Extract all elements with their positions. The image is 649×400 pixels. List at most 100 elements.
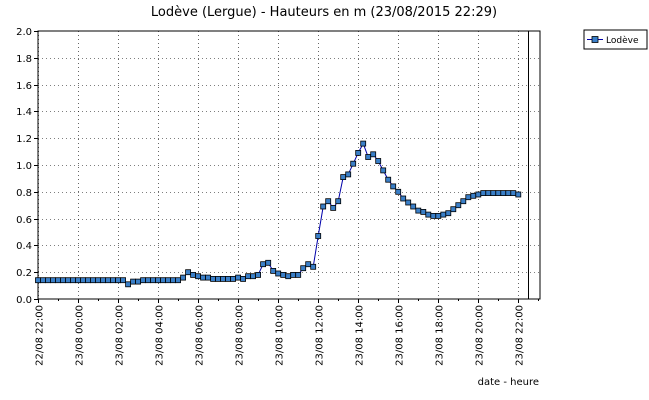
data-point: [245, 273, 252, 280]
legend-label-lodeve: Lodève: [606, 35, 639, 46]
data-point: [490, 190, 497, 197]
data-point: [220, 275, 227, 282]
data-point: [115, 277, 121, 284]
data-point: [395, 188, 402, 195]
data-point: [135, 278, 142, 285]
x-tick-label: 23/08 10:00: [275, 305, 286, 366]
data-point: [480, 190, 487, 197]
data-point: [290, 271, 297, 278]
data-point: [150, 277, 157, 284]
data-point: [85, 277, 91, 284]
y-tick-label: 1.6: [16, 81, 32, 92]
data-point: [100, 277, 106, 284]
x-tick-label: 23/08 14:00: [355, 305, 366, 366]
data-point: [445, 210, 452, 217]
data-point: [460, 198, 467, 205]
data-point: [160, 277, 167, 284]
series-lodeve: [35, 140, 522, 288]
y-tick-label: 0.6: [16, 215, 32, 226]
x-tick-label: 23/08 20:00: [475, 305, 486, 366]
data-point: [315, 233, 322, 239]
data-point: [50, 277, 56, 284]
data-point: [70, 277, 76, 284]
data-point: [495, 190, 502, 197]
data-point: [140, 277, 147, 284]
data-point: [205, 274, 212, 281]
data-point: [425, 211, 432, 218]
data-point: [145, 277, 152, 284]
data-point: [350, 160, 357, 167]
data-point: [415, 207, 422, 214]
y-tick-label: 0.8: [16, 188, 32, 199]
data-point: [180, 274, 187, 281]
data-point: [235, 274, 242, 281]
data-point: [430, 212, 437, 219]
data-point: [35, 277, 41, 284]
y-tick-label: 1.0: [16, 161, 32, 172]
x-tick-label: 23/08 02:00: [115, 305, 126, 366]
data-point: [505, 190, 512, 197]
data-point: [435, 212, 442, 219]
legend-marker: [591, 36, 599, 43]
data-point: [275, 270, 282, 277]
data-point: [295, 271, 302, 278]
y-tick-label: 0.4: [16, 241, 32, 252]
legend: Lodève: [583, 29, 648, 50]
data-point: [55, 277, 61, 284]
x-tick-label: 23/08 12:00: [315, 305, 326, 366]
data-point: [400, 195, 407, 202]
data-point: [60, 277, 66, 284]
data-point: [170, 277, 177, 284]
y-tick-label: 2.0: [16, 27, 32, 38]
x-tick-label: 23/08 00:00: [75, 305, 86, 366]
data-point: [285, 273, 292, 280]
data-point: [260, 261, 267, 268]
legend-box: [583, 29, 648, 50]
data-point: [240, 275, 247, 282]
data-point: [310, 263, 317, 270]
data-point: [405, 199, 412, 206]
data-point: [155, 277, 162, 284]
data-point: [125, 281, 131, 288]
data-point: [300, 265, 307, 272]
data-point: [330, 204, 337, 211]
data-point: [410, 203, 417, 210]
data-point: [470, 192, 477, 199]
y-axis: 0.0 0.2 0.4 0.6 0.8 1.0 1.2 1.4 1.6 1.8 2.0: [16, 27, 38, 306]
data-point: [95, 277, 101, 284]
data-point: [270, 267, 277, 274]
data-point: [210, 275, 217, 282]
y-tick-label: 0.2: [16, 268, 32, 279]
plot-frame: [37, 30, 541, 300]
data-point: [120, 277, 126, 284]
data-point: [225, 275, 232, 282]
data-point: [375, 158, 382, 164]
x-tick-label: 23/08 06:00: [195, 305, 206, 366]
y-tick-label: 1.8: [16, 54, 32, 65]
y-tick-label: 0.0: [16, 295, 32, 306]
y-tick-label: 1.4: [16, 107, 32, 118]
x-axis-label: date - heure: [478, 377, 539, 388]
chart-title: Lodève (Lergue) - Hauteurs en m (23/08/2…: [151, 5, 497, 20]
data-point: [110, 277, 116, 284]
data-point: [440, 211, 447, 218]
x-axis: 22/08 22:00 23/08 00:00 23/08 02:00 23/08 0…: [35, 299, 539, 366]
data-point: [190, 271, 197, 278]
data-point: [340, 174, 347, 181]
x-tick-label: 23/08 04:00: [155, 305, 166, 366]
data-point: [230, 275, 237, 282]
data-point: [75, 277, 81, 284]
data-point: [80, 277, 86, 284]
data-point: [390, 183, 397, 190]
data-point: [355, 149, 362, 156]
data-point: [320, 203, 327, 210]
data-point: [360, 140, 367, 147]
data-point: [420, 208, 427, 215]
y-tick-label: 1.2: [16, 134, 32, 145]
data-point: [485, 190, 492, 197]
data-point: [265, 259, 272, 266]
data-point: [305, 261, 312, 268]
data-point: [195, 273, 202, 280]
data-point: [185, 269, 192, 276]
data-point: [250, 273, 257, 280]
